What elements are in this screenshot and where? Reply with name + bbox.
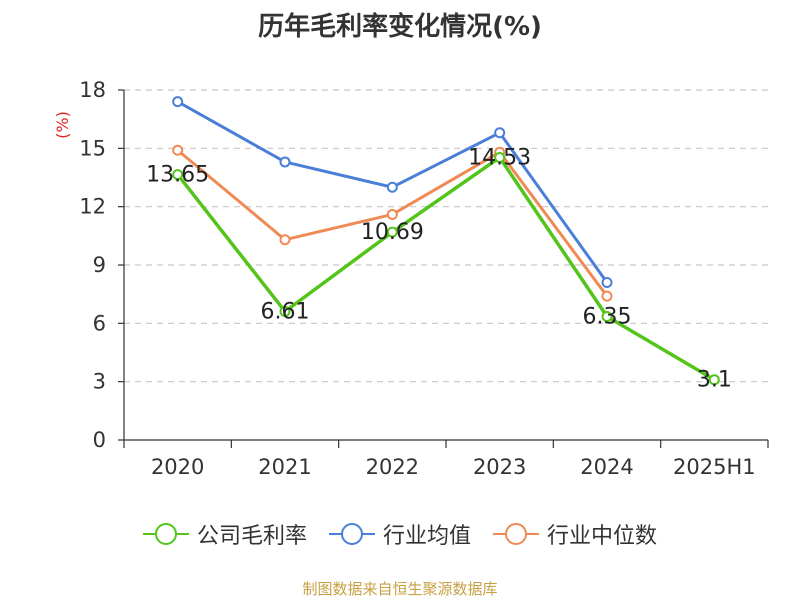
legend-swatch-icon: [493, 522, 539, 546]
data-point: [386, 208, 398, 220]
x-tick-label: 2020: [151, 455, 204, 479]
x-tick-label: 2022: [366, 455, 419, 479]
y-tick-label: 18: [79, 78, 106, 102]
data-point: [279, 305, 291, 317]
data-label: 6.35: [583, 305, 632, 330]
grid-lines: [124, 89, 768, 383]
chart-title: 历年毛利率变化情况(%): [258, 12, 542, 42]
data-point: [172, 169, 184, 181]
data-label: 10.69: [361, 220, 424, 245]
data-point: [708, 374, 720, 386]
data-point: [494, 127, 506, 139]
data-point: [279, 234, 291, 246]
legend-swatch-icon: [142, 522, 189, 546]
source-note: 制图数据来自恒生聚源数据库: [302, 580, 498, 598]
y-tick-label: 6: [93, 311, 106, 335]
data-point: [601, 290, 613, 302]
data-point: [494, 151, 506, 163]
y-axis-label: (%): [53, 111, 72, 139]
legend-label: 公司毛利率: [196, 524, 307, 549]
legend-item-company[interactable]: 公司毛利率: [142, 518, 307, 550]
y-tick-label: 0: [93, 428, 106, 452]
y-tick-label: 15: [79, 136, 106, 160]
x-tick-label: 2024: [580, 455, 633, 479]
x-tick-label: 2021: [258, 455, 311, 479]
series-line: [176, 155, 716, 382]
data-point: [172, 144, 184, 156]
legend-item-industry-mean[interactable]: 行业均值: [328, 518, 471, 550]
data-point: [386, 181, 398, 193]
axes: 0 3 6 9 12 15 18 (%) 2020 2021 2022 2023 2024 2025H1: [53, 78, 769, 479]
y-tick-label: 12: [79, 195, 106, 219]
legend-swatch-icon: [328, 522, 375, 546]
data-labels: 13.65 6.61 10.69 14.53 6.35 3.1: [146, 145, 732, 392]
legend-item-industry-median[interactable]: 行业中位数: [493, 518, 657, 550]
data-point: [172, 96, 184, 108]
y-tick-label: 9: [93, 253, 106, 277]
series-lines: [176, 100, 716, 382]
data-points: [172, 96, 720, 386]
data-label: 3.1: [697, 368, 732, 393]
data-point: [601, 277, 613, 288]
data-point: [386, 226, 398, 238]
data-label: 6.61: [261, 299, 310, 324]
legend: 公司毛利率 行业均值 行业中位数: [0, 518, 800, 550]
data-label: 14.53: [468, 145, 531, 170]
x-tick-label: 2023: [473, 455, 526, 479]
legend-label: 行业中位数: [547, 524, 658, 549]
data-point: [601, 311, 613, 323]
legend-label: 行业均值: [382, 524, 471, 549]
data-point: [279, 156, 291, 168]
x-tick-label: 2025H1: [673, 455, 756, 479]
y-tick-label: 3: [93, 370, 106, 394]
data-label: 13.65: [146, 163, 209, 188]
